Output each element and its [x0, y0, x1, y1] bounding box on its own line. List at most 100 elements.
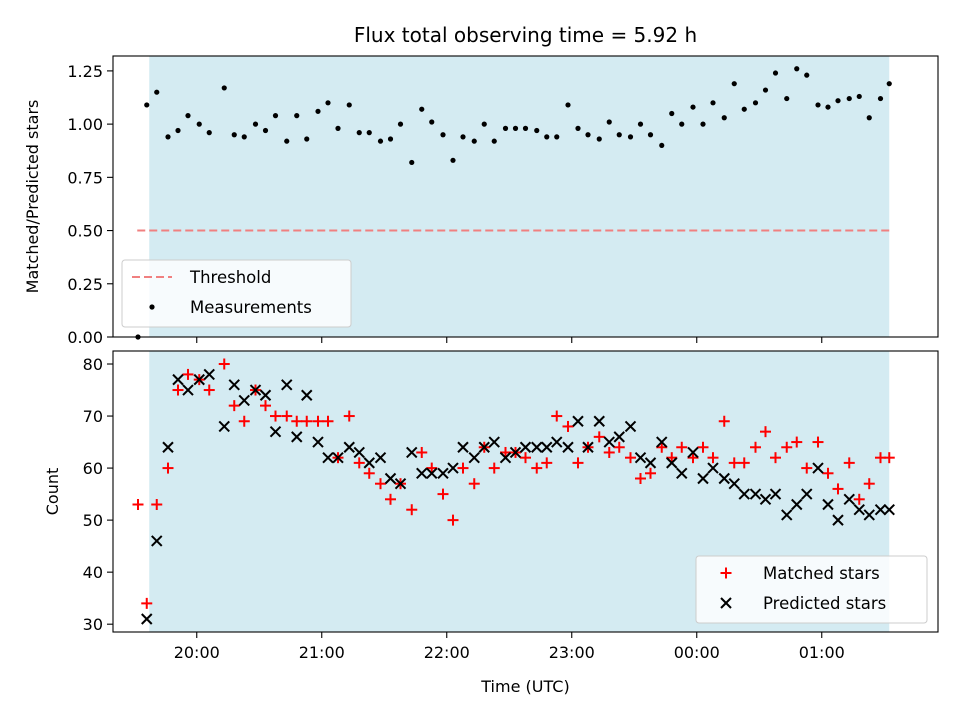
measurement-point — [377, 138, 384, 144]
measurement-point — [794, 66, 800, 72]
matched-star-point — [520, 452, 531, 464]
matched-star-point — [625, 452, 636, 464]
predicted-star-point — [151, 535, 163, 547]
measurement-point — [679, 121, 685, 127]
predicted-star-point — [707, 462, 719, 474]
predicted-star-point — [656, 436, 668, 448]
predicted-star-point — [738, 488, 750, 500]
predicted-star-point — [541, 441, 553, 453]
bottom-x-tick-label: 23:00 — [549, 643, 595, 662]
legend-matched-swatch — [720, 567, 732, 579]
measurement-point — [165, 134, 171, 140]
predicted-star-point — [644, 457, 657, 469]
predicted-star-point — [394, 477, 407, 490]
measurement-point — [221, 85, 227, 91]
bottom-legend: Matched stars Predicted stars — [695, 555, 928, 624]
matched-star-point — [572, 457, 584, 469]
predicted-star-point — [551, 436, 563, 448]
bottom-y-tick-label: 60 — [83, 459, 103, 478]
predicted-star-point — [384, 472, 397, 485]
measurement-point — [544, 134, 550, 140]
bottom-x-tick-label: 22:00 — [424, 643, 470, 662]
predicted-star-point — [426, 467, 438, 479]
predicted-star-point — [812, 462, 824, 474]
predicted-star-point — [228, 379, 240, 391]
measurement-point — [450, 157, 456, 163]
predicted-star-point — [291, 431, 303, 443]
matched-star-point — [363, 467, 375, 479]
matched-star-point — [812, 436, 824, 448]
measurement-point — [825, 104, 831, 110]
matched-star-point — [488, 462, 500, 474]
top-y-tick-label: 0.25 — [67, 275, 103, 294]
bottom-y-axis-label: Count — [43, 468, 62, 516]
measurement-point — [752, 100, 759, 106]
matched-star-point — [853, 493, 865, 505]
predicted-star-point — [801, 488, 813, 500]
predicted-star-point — [624, 420, 637, 433]
predicted-star-point — [832, 514, 844, 526]
measurement-point — [804, 72, 810, 78]
legend-measurements-swatch — [149, 304, 155, 310]
measurement-point — [144, 102, 150, 108]
measurement-point — [294, 113, 300, 119]
measurement-point — [835, 98, 841, 104]
measurement-point — [460, 134, 466, 140]
top-legend: Threshold Measurements — [121, 259, 352, 328]
predicted-star-point — [259, 389, 272, 401]
measurement-point — [721, 115, 727, 121]
measurement-point — [669, 110, 675, 117]
matched-star-point — [883, 452, 895, 464]
matched-star-point — [353, 457, 365, 469]
measurement-point — [356, 130, 362, 136]
matched-star-point — [437, 488, 449, 500]
predicted-star-point — [363, 457, 375, 469]
measurement-point — [512, 125, 519, 131]
bottom-y-tick-label: 30 — [83, 615, 103, 634]
bottom-x-tick-label: 20:00 — [174, 643, 220, 662]
matched-star-point — [656, 441, 668, 453]
matched-star-point — [697, 441, 709, 453]
matched-star-point — [801, 462, 813, 474]
measurement-point — [565, 102, 571, 108]
top-chart-title: Flux total observing time = 5.92 h — [354, 23, 697, 47]
predicted-star-point — [182, 384, 194, 396]
measurement-point — [471, 138, 477, 144]
matched-star-point — [281, 410, 293, 422]
predicted-star-point — [478, 441, 490, 453]
measurement-point — [741, 106, 747, 112]
bottom-axes-frame — [112, 350, 939, 633]
matched-star-point — [551, 410, 563, 422]
legend-measurements-label: Measurements — [190, 298, 312, 317]
measurement-point — [886, 81, 892, 87]
predicted-star-point — [822, 498, 834, 511]
bottom-x-axis-label: Time (UTC) — [480, 677, 569, 696]
predicted-star-point — [697, 472, 709, 485]
measurement-point — [647, 132, 654, 138]
measurement-point — [762, 87, 769, 93]
measurement-point — [346, 102, 352, 108]
predicted-star-point — [416, 467, 428, 479]
bottom-x-tick-label: 01:00 — [799, 643, 845, 662]
measurement-point — [606, 119, 612, 125]
measurement-point — [387, 136, 394, 142]
matched-star-point — [613, 441, 625, 453]
bottom-y-ticks: 30 40 50 60 70 80 — [83, 355, 113, 634]
measurement-point — [690, 104, 696, 110]
matched-star-point — [322, 415, 334, 427]
predicted-star-point — [593, 415, 605, 427]
measurement-point — [856, 93, 862, 100]
predicted-star-point — [193, 373, 205, 386]
bottom-x-tick-label: 00:00 — [674, 643, 720, 662]
measurement-point — [262, 127, 269, 134]
bottom-y-tick-label: 70 — [83, 407, 103, 426]
predicted-star-point — [322, 451, 334, 464]
measurement-point — [522, 125, 529, 131]
matched-star-point — [718, 415, 730, 427]
measurement-point — [315, 108, 321, 114]
predicted-star-point — [353, 446, 365, 459]
matched-star-point — [635, 472, 646, 484]
matched-star-point — [426, 462, 438, 474]
predicted-star-point — [203, 368, 215, 381]
measurement-point — [409, 159, 415, 166]
